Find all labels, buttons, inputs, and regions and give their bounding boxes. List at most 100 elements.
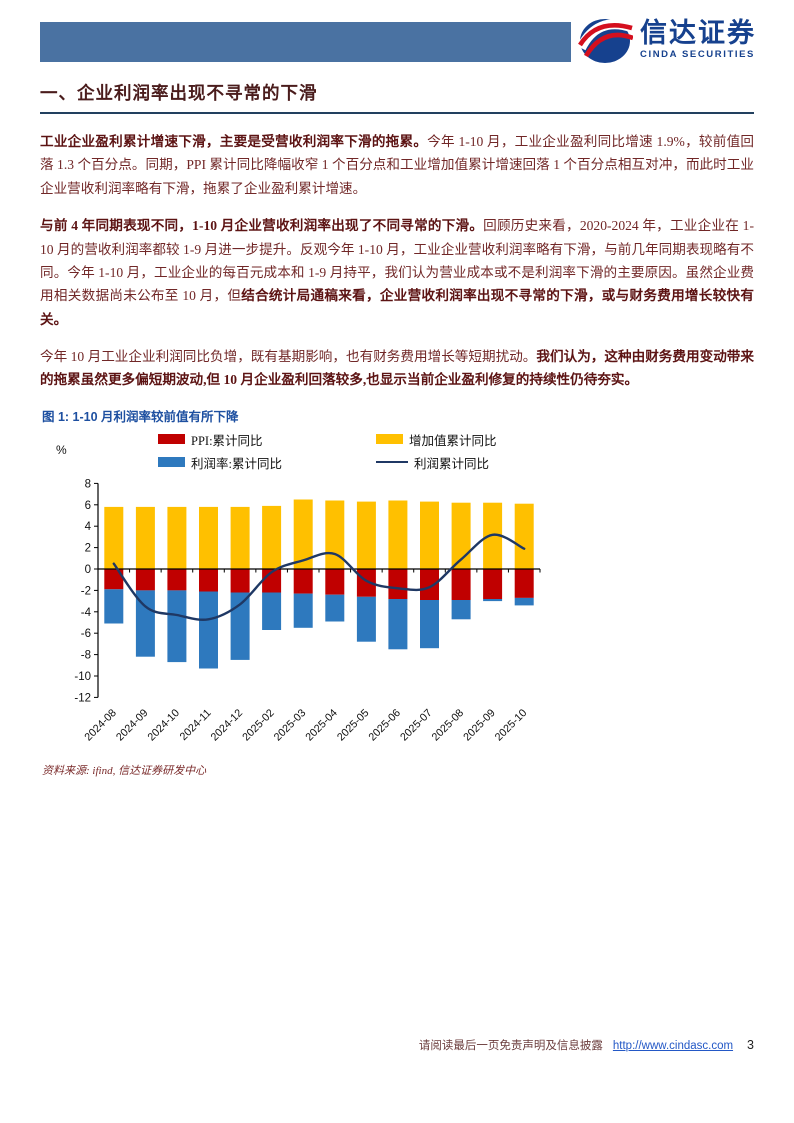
logo-text: 信达证券 CINDA SECURITIES [640,20,756,60]
profit-margin-bar [483,598,503,601]
legend-bar-swatch [158,457,185,468]
x-axis-label: 2025-07 [398,707,435,744]
value-added-bar [325,500,345,569]
ppi-bar [199,568,218,592]
y-tick-label: 4 [85,521,92,533]
profit-margin-bar [388,598,408,650]
y-tick-label: -6 [81,628,91,640]
figure-1: % PPI:累计同比 增加值累计同比 利润率:累计同比 利润累计同比 8 6 4 2 0 -2 -… [40,430,754,778]
figure-caption: 图 1: 1-10 月利润率较前值有所下降 [42,409,239,424]
value-added-bar [135,506,155,569]
y-tick-label: 6 [85,500,91,512]
y-tick-label: -2 [81,585,91,597]
legend-bar-swatch [158,434,185,445]
paragraph-text: 今年 10 月工业企业利润同比负增，既有基期影响，也有财务费用增长等短期扰动。 [40,349,537,364]
value-added-bar [293,499,313,569]
profit-margin-bar [104,589,124,624]
paragraph-text-bold: 我们认为，这种由财务费用变动带来的拖累虽然更多偏短期波动,但 10 月企业盈利回… [40,349,754,388]
profit-margin-bar [325,594,345,622]
value-added-bar [104,506,124,569]
value-added-bar [388,500,408,569]
profit-margin-bar [293,593,313,628]
x-axis-label: 2024-09 [114,707,151,744]
x-axis-label: 2024-10 [146,707,183,744]
ppi-bar [135,568,155,591]
paragraph: 工业企业盈利累计增速下滑，主要是受营收利润率下滑的拖累。今年 1-10 月，工业… [40,130,754,200]
paragraph-text-bold: 与前 4 年同期表现不同，1-10 月企业营收利润率出现了不同寻常的下滑。 [40,218,484,234]
legend-line-swatch [376,461,408,464]
ppi-bar [483,568,503,599]
value-added-bar [262,505,282,569]
profit-margin-bar [199,591,218,669]
y-tick-label: 0 [85,564,91,576]
legend-label: 增加值累计同比 [409,433,497,448]
value-added-bar [451,502,471,569]
profit-margin-bar [167,590,187,662]
y-tick-label: -4 [81,607,92,619]
ppi-bar [167,568,187,591]
ppi-bar [325,568,345,595]
value-added-bar [167,506,187,569]
figure-source: 资料来源: ifind, 信达证券研发中心 [42,764,207,777]
x-axis-label: 2025-09 [461,707,498,744]
title-rule [40,112,754,114]
legend-bar-swatch [376,434,403,445]
legend-item-profit-margin: 利润率:累计同比 [158,453,376,472]
ppi-bar [420,568,439,600]
profit-margin-bar [451,599,471,620]
legend-label: PPI:累计同比 [191,433,263,448]
profit-chart: 8 6 4 2 0 -2 -4 -6 -8 -10 -12 2024-082024-092024-10… [74,478,541,744]
paragraph-text-bold: 结合统计局通稿来看，企业营收利润率出现不寻常的下滑，或与财务费用增长较快有关。 [40,288,754,327]
paragraph-text-bold: 工业企业盈利累计增速下滑，主要是受营收利润率下滑的拖累。 [40,134,428,149]
y-tick-label: -8 [81,649,91,661]
legend-label: 利润率:累计同比 [191,456,282,471]
footer-link[interactable]: http://www.cindasc.com [612,1040,734,1052]
ppi-bar [388,568,408,599]
ppi-bar [104,568,124,590]
value-added-bar [420,501,439,569]
chart-legend: PPI:累计同比 增加值累计同比利润率:累计同比 利润累计同比 [158,430,754,472]
paragraph: 今年 10 月工业企业利润同比负增，既有基期影响，也有财务费用增长等短期扰动。我… [40,345,754,392]
page-header: 信达证券 CINDA SECURITIES [40,14,756,64]
paragraph-text: 回顾历史来看，2020-2024 年，工业企业在 1-10 月的营收利润率都较 … [40,218,754,304]
y-tick-label: 8 [85,478,91,490]
y-tick-label: -12 [74,692,91,704]
value-added-bar [199,506,218,569]
x-axis-label: 2024-08 [82,707,119,744]
cinda-logo: 信达证券 CINDA SECURITIES [577,14,756,66]
profit-margin-bar [356,596,376,642]
ppi-bar [514,568,534,598]
x-axis-label: 2024-12 [209,707,246,744]
x-axis-label: 2025-10 [493,707,530,744]
footer-disclaimer: 请阅读最后一页免责声明及信息披露 [418,1040,603,1052]
x-axis-label: 2025-05 [335,707,372,744]
profit-line [112,533,526,621]
x-axis-label: 2025-03 [272,707,309,744]
logo-name-cn: 信达证券 [640,18,756,49]
cinda-logo-icon [577,19,633,63]
y-tick-label: -10 [74,671,91,683]
legend-item-value-added: 增加值累计同比 [376,430,594,449]
ppi-bar [293,568,313,594]
paragraph: 与前 4 年同期表现不同，1-10 月企业营收利润率出现了不同寻常的下滑。回顾历… [40,214,754,331]
legend-item-profit: 利润累计同比 [376,453,594,472]
ppi-bar [451,568,471,600]
page-footer: 请阅读最后一页免责声明及信息披露 http://www.cindasc.com … [419,1037,754,1053]
legend-item-ppi: PPI:累计同比 [158,430,376,449]
profit-margin-bar [230,592,250,660]
profit-margin-bar [420,599,439,648]
value-added-bar [356,501,376,569]
page-number: 3 [747,1038,754,1052]
profit-margin-bar [262,592,282,630]
profit-margin-bar [514,597,534,606]
x-axis-label: 2025-08 [430,707,467,744]
x-axis-label: 2025-04 [303,707,340,744]
y-axis-unit: % [56,442,67,457]
legend-label: 利润累计同比 [414,456,490,471]
logo-name-en: CINDA SECURITIES [640,49,755,61]
value-added-bar [230,506,250,569]
paragraph-text: 今年 1-10 月，工业企业盈利同比增速 1.9%，较前值回落 1.3 个百分点… [40,134,754,196]
x-axis-label: 2024-11 [178,707,214,743]
report-body: 一、企业利润率出现不寻常的下滑 工业企业盈利累计增速下滑，主要是受营收利润率下滑… [40,80,754,778]
value-added-bar [514,503,534,569]
